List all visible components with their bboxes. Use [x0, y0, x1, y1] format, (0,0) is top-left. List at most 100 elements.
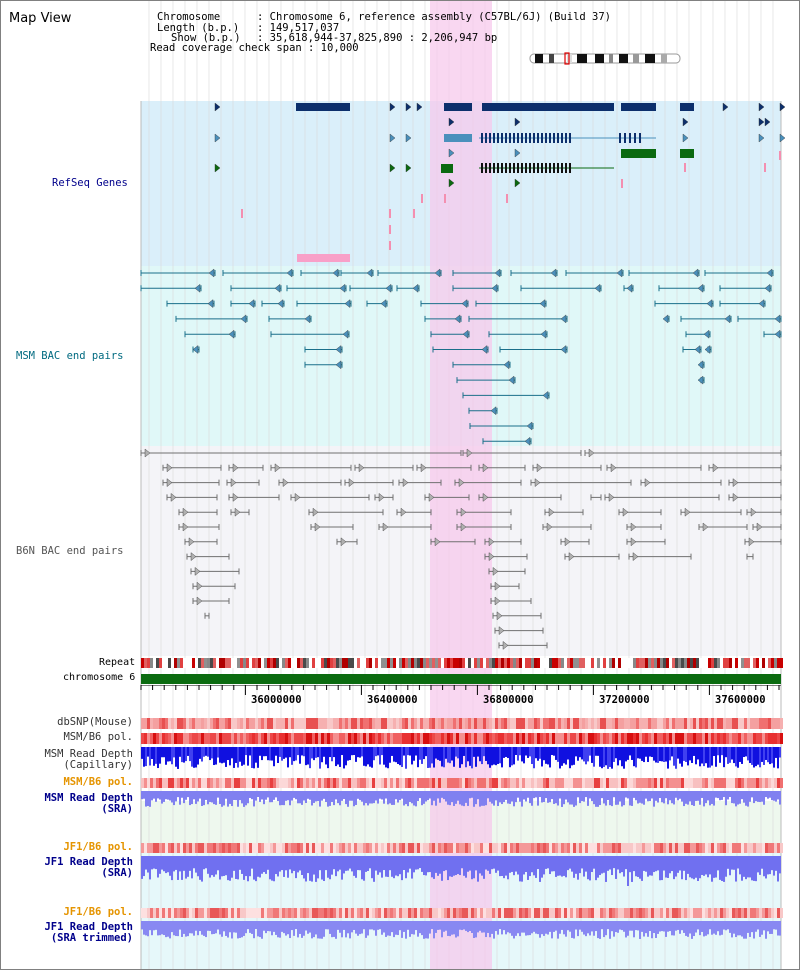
msm-pol-cell	[405, 733, 408, 744]
msm-depth-sra-bar	[199, 791, 201, 799]
b6n-bac-end-marker	[466, 448, 473, 458]
track-label-msm-b6-pol-1[interactable]: MSM/B6 pol.	[63, 731, 133, 743]
repeat-cell	[252, 658, 255, 668]
msm-depth-cap-bar	[517, 747, 519, 761]
track-label-repeat[interactable]: Repeat	[99, 657, 136, 668]
msm-depth-cap-bar	[235, 747, 237, 763]
track-label-msm-read-depth-sra[interactable]: MSM Read Depth (SRA)	[44, 793, 133, 815]
b6n-bac-end-marker	[232, 463, 239, 473]
msm-pol-cell	[495, 733, 498, 744]
b6n-bac-end-marker	[378, 492, 385, 502]
msm-pol-cell	[330, 733, 333, 744]
msm-depth-sra-bar	[157, 791, 159, 799]
dbsnp-cell	[210, 718, 213, 729]
msm-pol-cell	[510, 733, 513, 744]
jf1-depth-sra-bar	[311, 856, 313, 882]
msm-depth-sra-bar	[267, 791, 269, 798]
msm-depth-sra-bar	[485, 791, 487, 806]
track-label-dbsnp[interactable]: dbSNP(Mouse)	[57, 716, 133, 728]
msm-pol-sra-cell	[711, 778, 714, 788]
dbsnp-cell	[378, 718, 381, 729]
msm-pol-cell	[261, 733, 264, 744]
info-read-coverage: Read coverage check span : 10,000	[150, 42, 359, 54]
b6n-bac-end-marker	[274, 463, 281, 473]
msm-read-depth-sra-line1: MSM Read Depth	[44, 792, 133, 804]
repeat-cell	[546, 658, 549, 668]
msm-depth-cap-bar	[347, 747, 349, 761]
jf1-pol-2-cell	[780, 908, 783, 918]
msm-pol-cell	[522, 733, 525, 744]
track-label-refseq-genes[interactable]: RefSeq Genes	[52, 177, 128, 189]
jf1-depth-trim-bar	[647, 921, 649, 937]
msm-depth-cap-bar	[779, 747, 781, 758]
msm-depth-cap-bar	[617, 747, 619, 766]
jf1-pol-2-cell	[423, 908, 426, 918]
msm-depth-cap-bar	[453, 747, 455, 767]
msm-pol-sra-cell	[600, 778, 603, 788]
jf1-pol-cell	[699, 843, 702, 853]
gene-exon	[513, 163, 515, 173]
jf1-pol-2-cell	[747, 908, 750, 918]
jf1-depth-trim-bar	[493, 921, 495, 939]
msm-depth-cap-bar	[383, 747, 385, 765]
jf1-depth-sra-bar	[503, 856, 505, 879]
jf1-pol-cell	[702, 843, 705, 853]
msm-pol-cell	[168, 733, 171, 744]
jf1-pol-2-cell	[465, 908, 468, 918]
track-label-jf1-read-depth-sra[interactable]: JF1 Read Depth (SRA)	[44, 857, 133, 879]
msm-depth-cap-bar	[153, 747, 155, 766]
msm-depth-cap-bar	[165, 747, 167, 765]
repeat-cell	[447, 658, 450, 668]
dbsnp-cell	[489, 718, 492, 729]
track-label-msm-read-depth-capillary[interactable]: MSM Read Depth (Capillary)	[44, 749, 133, 771]
msm-depth-sra-bar	[579, 791, 581, 804]
msm-depth-sra-bar	[659, 791, 661, 799]
msm-pol-cell	[753, 733, 756, 744]
gene-exon	[549, 163, 551, 173]
msm-pol-sra-cell	[333, 778, 336, 788]
msm-pol-cell	[768, 733, 771, 744]
jf1-depth-trim-bar	[549, 921, 551, 932]
jf1-depth-sra-bar	[453, 856, 455, 876]
repeat-cell	[201, 658, 204, 668]
msm-depth-cap-bar	[263, 747, 265, 757]
repeat-cell	[705, 658, 708, 668]
jf1-depth-trim-bar	[253, 921, 255, 939]
repeat-cell	[246, 658, 249, 668]
track-label-msm-b6-pol-2[interactable]: MSM/B6 pol.	[63, 776, 133, 788]
gene-marker	[758, 117, 765, 127]
jf1-depth-sra-bar	[261, 856, 263, 874]
b6n-bac-end-marker	[536, 463, 543, 473]
jf1-depth-trim-bar	[283, 921, 285, 934]
track-label-jf1-read-depth-trimmed[interactable]: JF1 Read Depth (SRA trimmed)	[44, 922, 133, 944]
jf1-depth-sra-bar	[193, 856, 195, 869]
jf1-pol-2-cell	[630, 908, 633, 918]
jf1-depth-trim-bar	[259, 921, 261, 938]
msm-depth-sra-bar	[357, 791, 359, 799]
chromosome-ideogram-icon[interactable]	[527, 52, 687, 66]
jf1-depth-sra-bar	[217, 856, 219, 871]
msm-depth-cap-bar	[717, 747, 719, 756]
dbsnp-cell	[588, 718, 591, 729]
jf1-pol-2-cell	[234, 908, 237, 918]
jf1-pol-2-cell	[249, 908, 252, 918]
jf1-depth-trim-bar	[467, 921, 469, 933]
dbsnp-cell	[189, 718, 192, 729]
track-label-b6n-bac[interactable]: B6N BAC end pairs	[16, 545, 124, 557]
jf1-depth-trim-bar	[667, 921, 669, 932]
dbsnp-cell	[597, 718, 600, 729]
track-label-jf1-b6-pol-2[interactable]: JF1/B6 pol.	[63, 906, 133, 918]
b6n-bac-end-marker	[488, 552, 495, 562]
msm-depth-cap-bar	[357, 747, 359, 758]
msm-depth-cap-bar	[593, 747, 595, 767]
repeat-cell	[543, 658, 546, 668]
jf1-pol-2-cell	[579, 908, 582, 918]
track-label-msm-bac[interactable]: MSM BAC end pairs	[16, 350, 124, 362]
jf1-pol-2-cell	[525, 908, 528, 918]
dbsnp-cell	[360, 718, 363, 729]
dbsnp-cell	[288, 718, 291, 729]
msm-pol-cell	[747, 733, 750, 744]
track-label-jf1-b6-pol-1[interactable]: JF1/B6 pol.	[63, 841, 133, 853]
chromosome-bar[interactable]	[141, 674, 781, 684]
jf1-depth-sra-bar	[527, 856, 529, 880]
